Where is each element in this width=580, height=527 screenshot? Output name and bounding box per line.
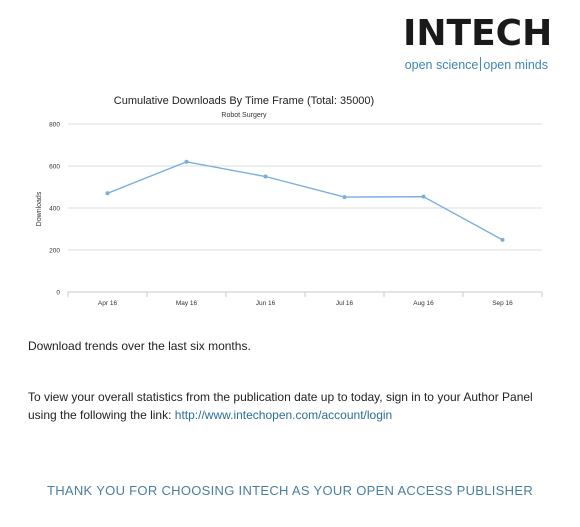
x-tick-label: May 16: [176, 300, 198, 307]
stats-info: To view your overall statistics from the…: [28, 388, 558, 424]
data-point: [500, 237, 505, 242]
chart-svg: Cumulative Downloads By Time Frame (Tota…: [36, 95, 543, 307]
trend-description: Download trends over the last six months…: [28, 339, 251, 353]
data-point: [421, 194, 426, 199]
y-tick-label: 800: [49, 122, 60, 129]
y-axis-label: Downloads: [36, 191, 43, 226]
logo-tagline-right: open minds: [483, 58, 548, 72]
data-point: [184, 159, 189, 164]
chart-subtitle: Robot Surgery: [221, 112, 267, 119]
stats-info-text: To view your overall statistics from the…: [28, 390, 533, 422]
logo-wordmark: INTECH: [403, 13, 553, 54]
series-line: [107, 161, 503, 241]
y-tick-label: 0: [56, 290, 60, 297]
logo-tagline-left: open science: [404, 58, 479, 72]
y-tick-label: 400: [49, 206, 60, 213]
y-tick-label: 600: [49, 164, 60, 171]
thank-you-message: THANK YOU FOR CHOOSING INTECH AS YOUR OP…: [46, 483, 534, 498]
logo-tagline: open science open minds: [403, 57, 548, 72]
data-point: [105, 191, 110, 196]
data-point: [342, 195, 347, 200]
x-tick-label: Jun 16: [256, 300, 276, 307]
downloads-chart: Cumulative Downloads By Time Frame (Tota…: [14, 88, 554, 310]
x-axis: Apr 16 May 16 Jun 16 Jul 16 Aug 16 Sep 16: [67, 292, 543, 307]
intech-logo: INTECH open science open minds: [403, 13, 553, 73]
tagline-divider: [480, 57, 482, 71]
x-tick-label: Sep 16: [492, 300, 513, 307]
y-tick-label: 200: [49, 248, 60, 255]
author-panel-login-link[interactable]: http://www.intechopen.com/account/login: [174, 408, 393, 422]
y-axis-ticks: 0 200 400 600 800: [49, 122, 60, 297]
x-tick-label: Jul 16: [336, 300, 354, 307]
x-tick-label: Apr 16: [98, 300, 118, 307]
chart-title: Cumulative Downloads By Time Frame (Tota…: [114, 95, 374, 107]
series-downloads: [105, 159, 505, 242]
x-tick-label: Aug 16: [413, 300, 434, 307]
grid-lines: [68, 123, 542, 293]
data-point: [263, 174, 268, 179]
